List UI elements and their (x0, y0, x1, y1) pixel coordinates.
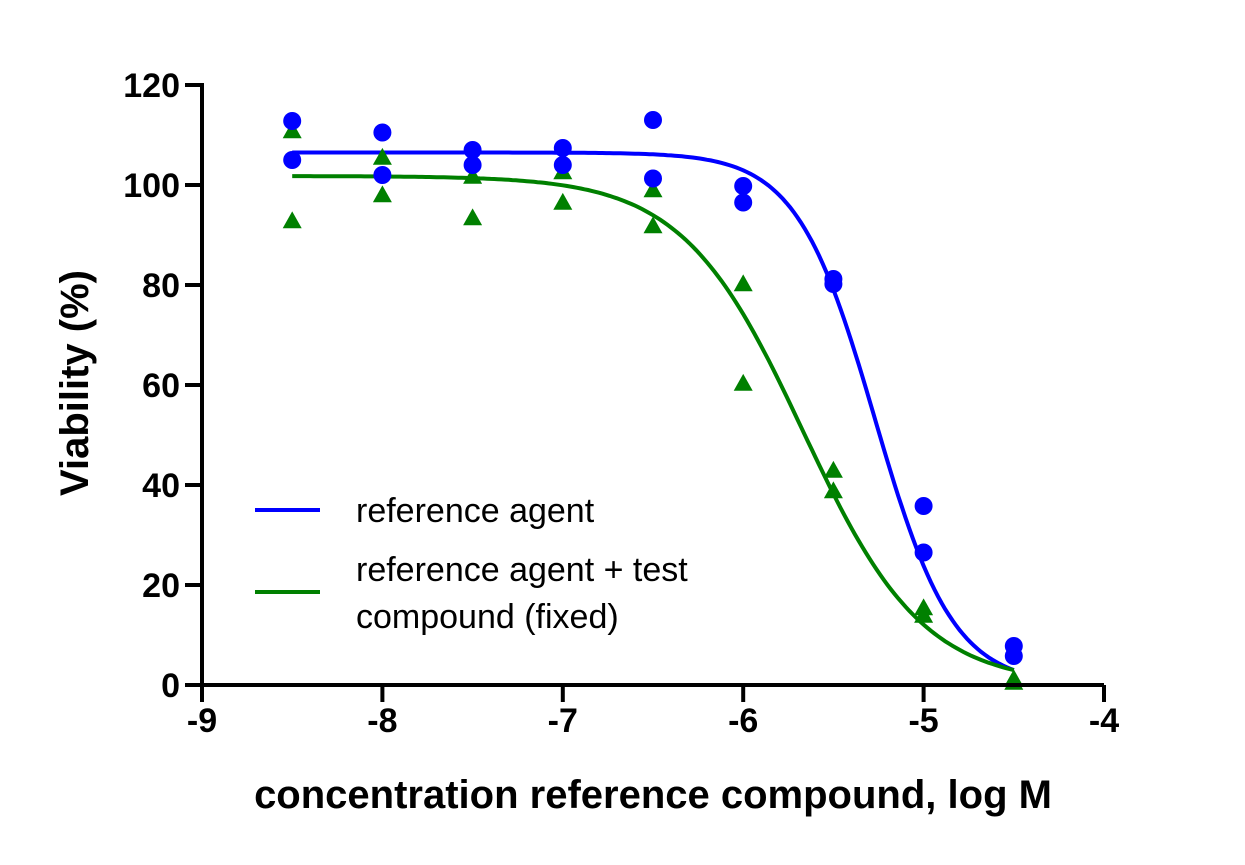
data-point-circle (463, 141, 482, 159)
x-ticks: -9 -8 -7 -6 -5 -4 (187, 685, 1119, 740)
data-point-triangle (372, 185, 392, 203)
x-tick-label: -6 (728, 702, 758, 740)
data-point-circle (553, 139, 572, 157)
data-point-circle (824, 275, 843, 293)
data-point-circle (734, 193, 753, 212)
data-point-triangle (463, 208, 483, 226)
data-point-circle (914, 497, 933, 515)
fit-line (292, 150, 1015, 672)
y-tick-label: 60 (142, 367, 180, 405)
data-point-circle (644, 111, 662, 129)
data-point-triangle (372, 147, 392, 165)
x-tick-label: -4 (1089, 702, 1119, 740)
x-tick-label: -9 (187, 702, 217, 740)
data-point-circle (463, 156, 482, 174)
data-point-triangle (463, 166, 483, 184)
data-points (282, 111, 1024, 690)
data-point-triangle (823, 481, 843, 499)
data-point-triangle (914, 605, 934, 623)
x-tick-label: -5 (908, 702, 938, 740)
data-point-triangle (823, 460, 843, 478)
x-axis-title: concentration reference compound, log M (254, 773, 1052, 817)
y-tick-label: 100 (123, 167, 180, 205)
x-tick-label: -7 (548, 702, 578, 740)
data-point-circle (914, 543, 933, 562)
data-point-triangle (643, 180, 663, 198)
legend-label: compound (fixed) (356, 598, 619, 636)
data-point-circle (1004, 647, 1023, 665)
data-point-triangle (643, 216, 663, 234)
data-point-triangle (553, 192, 573, 210)
y-ticks: 0 20 40 60 80 100 120 (123, 67, 202, 705)
y-tick-label: 120 (123, 67, 180, 105)
y-tick-label: 0 (161, 667, 180, 705)
data-point-circle (734, 177, 753, 195)
data-point-triangle (282, 211, 302, 229)
x-tick-label: -8 (367, 702, 397, 740)
y-axis-title: Viability (%) (53, 270, 97, 496)
y-tick-label: 80 (142, 267, 180, 305)
legend: reference agent reference agent + test com… (255, 492, 688, 636)
data-point-triangle (733, 274, 753, 292)
data-point-circle (283, 112, 302, 130)
y-tick-label: 40 (142, 467, 180, 505)
data-point-circle (553, 156, 572, 174)
data-point-circle (373, 123, 392, 142)
legend-label: reference agent + test (356, 551, 688, 589)
data-point-circle (283, 151, 302, 169)
data-point-circle (373, 166, 392, 184)
data-point-circle (644, 169, 662, 188)
data-point-triangle (733, 373, 753, 391)
fit-line (292, 174, 1015, 673)
fit-curves (292, 150, 1015, 673)
y-tick-label: 20 (142, 567, 180, 605)
legend-label: reference agent (356, 492, 595, 530)
